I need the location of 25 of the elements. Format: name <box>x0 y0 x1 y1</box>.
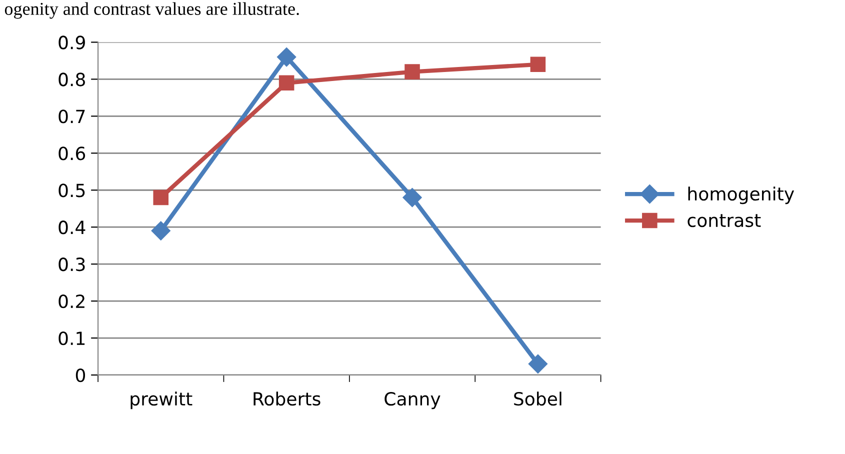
legend-label: contrast <box>688 214 761 228</box>
y-tick-label: 0.1 <box>58 331 85 346</box>
y-tick-label: 0.8 <box>58 72 85 86</box>
y-tick-label: 0.9 <box>58 36 85 50</box>
y-tick-label: 0.2 <box>58 294 84 308</box>
x-tick-label: prewitt <box>130 392 192 410</box>
x-tick-label: Canny <box>384 392 440 410</box>
y-tick-label: 0.6 <box>58 146 86 160</box>
point <box>151 221 170 240</box>
legend-label: homogenity <box>688 186 794 204</box>
x-tick-label: Sobel <box>514 392 562 406</box>
y-tick-label: 0.7 <box>58 110 85 124</box>
y-tick-label: 0.3 <box>58 258 85 272</box>
y-tick-label: 0.4 <box>58 220 86 234</box>
point <box>528 354 548 374</box>
point <box>404 64 420 80</box>
point <box>277 47 296 67</box>
point <box>278 75 294 91</box>
y-tick-label: 0.5 <box>58 184 85 198</box>
y-tick-label: 0 <box>76 368 86 382</box>
point <box>530 56 546 72</box>
text: ogenity and contrast values are illustrate. <box>4 2 299 19</box>
point <box>153 190 169 206</box>
point <box>402 188 422 208</box>
x-tick-label: Roberts <box>254 392 320 406</box>
